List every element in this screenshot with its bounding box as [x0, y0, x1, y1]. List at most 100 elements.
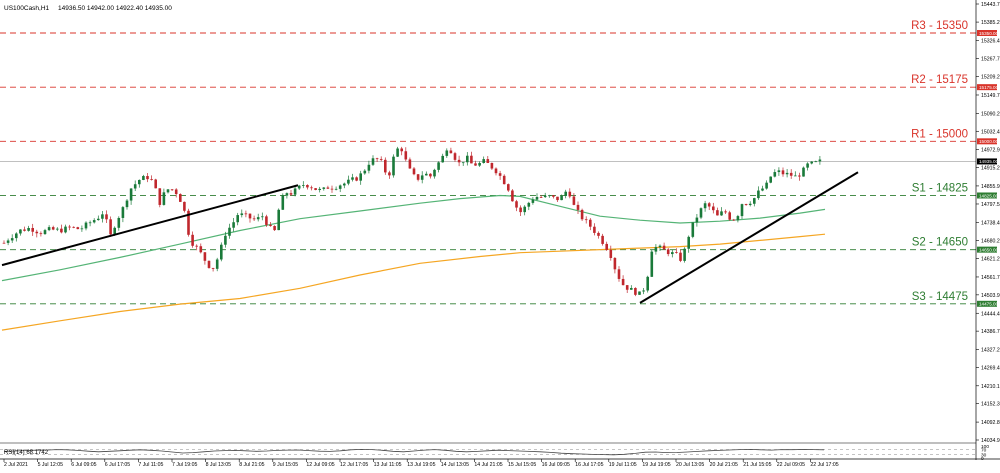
- candle-body: [695, 217, 699, 223]
- candle-body: [236, 215, 239, 223]
- candle-body: [597, 232, 600, 236]
- candle-body: [437, 162, 440, 170]
- y-tick-label: 14797.55: [981, 202, 1000, 208]
- candle-body: [748, 203, 752, 206]
- candle: [478, 161, 481, 167]
- candle-body: [281, 195, 285, 210]
- x-tick-label: 13 Jul 19:05: [407, 462, 435, 468]
- candle-body: [379, 158, 383, 160]
- candle: [695, 213, 699, 227]
- candle-body: [183, 201, 186, 211]
- candle-body: [388, 172, 391, 176]
- candle: [105, 210, 108, 224]
- candle: [183, 201, 186, 213]
- candle: [60, 224, 63, 234]
- level-price-tag-label: 15175.00: [979, 85, 999, 90]
- candle: [2, 240, 6, 244]
- candle-body: [220, 244, 223, 260]
- candle: [433, 168, 436, 179]
- candle-body: [621, 278, 625, 286]
- rsi-tick-label: 100: [981, 444, 989, 450]
- y-tick-label: 14621.20: [981, 257, 1000, 263]
- y-tick-label: 14503.95: [981, 293, 1000, 299]
- candle-body: [187, 210, 190, 235]
- current-price-tag: [977, 158, 997, 165]
- candle: [179, 193, 182, 202]
- candle-body: [146, 176, 149, 180]
- rsi-tick-label: 30: [981, 452, 987, 458]
- candle-body: [31, 227, 34, 232]
- candle: [306, 184, 309, 190]
- x-tick-label: 13 Jul 11:05: [374, 462, 402, 468]
- candle: [351, 173, 354, 182]
- level-price-tag: [977, 300, 997, 307]
- candle-body: [707, 203, 711, 207]
- candle: [769, 176, 772, 184]
- candle-body: [543, 195, 547, 198]
- candle-body: [129, 188, 133, 201]
- candle-body: [789, 172, 793, 176]
- candle: [748, 201, 752, 207]
- candle: [724, 209, 727, 214]
- x-tick-label: 8 Jul 21:05: [239, 462, 264, 468]
- candle-body: [261, 216, 264, 218]
- candle: [416, 174, 420, 182]
- candle-body: [10, 238, 14, 241]
- candle: [367, 160, 371, 174]
- candle: [215, 257, 219, 272]
- candle: [56, 227, 59, 232]
- candle-body: [211, 267, 215, 269]
- candle-body: [330, 188, 334, 190]
- x-tick-label: 16 Jul 17:05: [575, 462, 603, 468]
- y-tick-label: 14386.70: [981, 329, 1000, 335]
- candle: [19, 229, 22, 236]
- candle: [396, 146, 399, 158]
- candle: [601, 233, 604, 246]
- candle: [445, 148, 449, 158]
- candle-body: [490, 162, 494, 169]
- candle: [457, 155, 461, 167]
- candle-body: [445, 150, 449, 156]
- x-tick-label: 22 Jul 09:05: [777, 462, 805, 468]
- candle-body: [56, 228, 59, 230]
- candle: [519, 205, 522, 216]
- candle-body: [601, 235, 604, 244]
- level-label: R3 - 15350: [911, 20, 968, 32]
- candle: [121, 205, 125, 223]
- candle: [375, 157, 379, 163]
- x-tick-label: 2 Jul 2021: [4, 462, 28, 468]
- candle: [818, 156, 822, 165]
- candle: [338, 184, 342, 193]
- x-tick-label: 20 Jul 21:05: [710, 462, 738, 468]
- candle-body: [408, 159, 412, 169]
- candle: [584, 216, 588, 224]
- candle-body: [675, 252, 678, 253]
- candle: [511, 189, 514, 202]
- candle: [281, 193, 285, 210]
- candle-body: [265, 216, 268, 225]
- candle: [560, 194, 563, 201]
- candle-body: [2, 242, 6, 244]
- candle: [80, 225, 84, 232]
- candle-body: [314, 188, 317, 191]
- candle: [228, 223, 231, 239]
- candle: [97, 215, 100, 221]
- candle: [810, 161, 813, 165]
- candle-body: [773, 172, 777, 177]
- candle-body: [474, 163, 477, 166]
- candle: [441, 153, 444, 163]
- candle: [248, 213, 252, 223]
- candle: [453, 151, 457, 162]
- candle: [707, 201, 711, 211]
- candle: [662, 242, 666, 250]
- x-tick-label: 22 Jul 17:05: [810, 462, 838, 468]
- candle: [625, 285, 629, 293]
- candle: [384, 157, 387, 175]
- candle-body: [502, 175, 506, 185]
- candle: [347, 175, 350, 186]
- candle-body: [683, 248, 686, 261]
- y-tick-label: 14152.35: [981, 402, 1000, 408]
- candle: [798, 172, 801, 181]
- candle-body: [228, 227, 231, 236]
- x-tick-label: 19 Jul 11:05: [609, 462, 637, 468]
